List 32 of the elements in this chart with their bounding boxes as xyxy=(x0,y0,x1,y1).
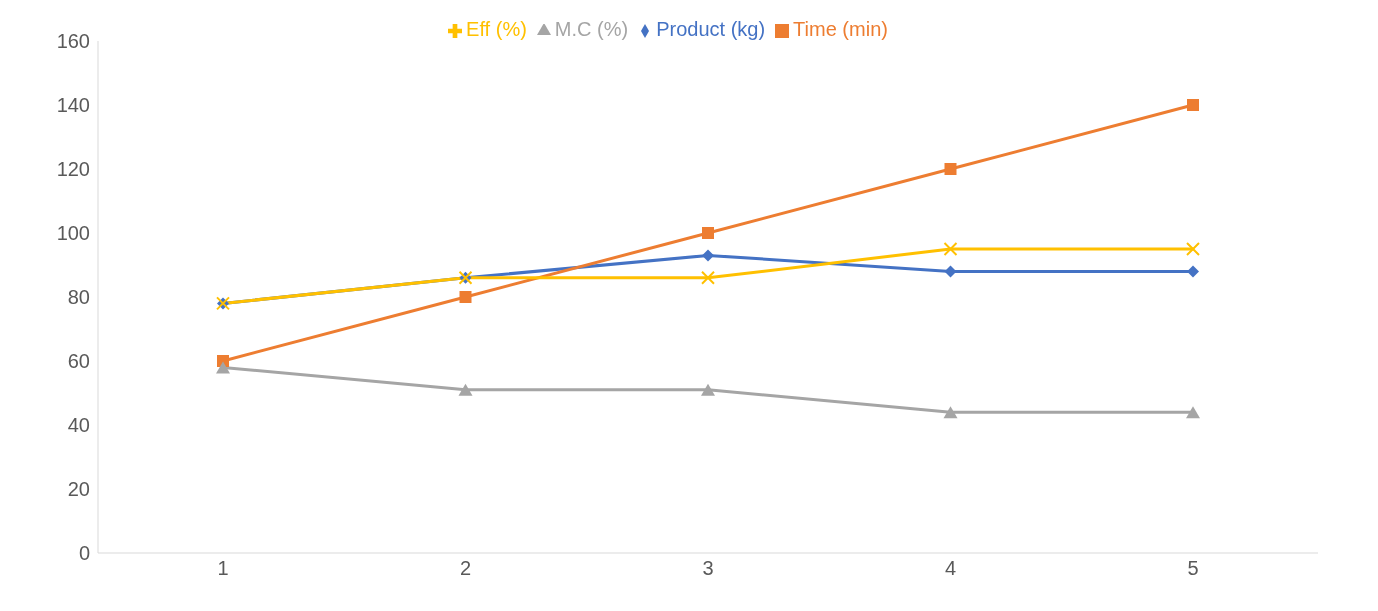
y-tick-label: 60 xyxy=(67,350,90,373)
y-tick-label: 160 xyxy=(56,30,90,53)
point xyxy=(701,270,715,285)
point xyxy=(701,383,715,396)
point xyxy=(458,383,473,396)
point xyxy=(1187,99,1199,111)
x-tick-label: 1 xyxy=(217,557,229,580)
x-tick-label: 4 xyxy=(944,557,957,580)
y-tick-label: 120 xyxy=(56,158,90,181)
legend-label: Product (kg) xyxy=(656,18,766,40)
y-tick-label: 0 xyxy=(78,542,90,565)
point xyxy=(943,406,958,419)
legend-label: Eff (%) xyxy=(466,18,527,40)
y-tick-label: 20 xyxy=(67,478,90,501)
y-tick-label: 40 xyxy=(67,414,90,437)
point xyxy=(943,242,958,256)
y-tick-label: 80 xyxy=(67,286,90,309)
point xyxy=(216,361,230,374)
point xyxy=(1187,265,1199,278)
point xyxy=(702,227,714,239)
point xyxy=(459,291,472,303)
point xyxy=(702,249,714,262)
point xyxy=(1186,406,1200,419)
y-tick-label: 140 xyxy=(56,94,90,117)
x-tick-label: 2 xyxy=(459,557,472,580)
y-tick-label: 100 xyxy=(56,222,90,245)
legend-label: Time (min) xyxy=(793,18,888,40)
point xyxy=(944,163,957,175)
point xyxy=(1186,242,1200,256)
legend-label: M.C (%) xyxy=(554,18,629,40)
x-tick-label: 5 xyxy=(1187,557,1199,580)
x-tick-label: 3 xyxy=(702,557,714,580)
